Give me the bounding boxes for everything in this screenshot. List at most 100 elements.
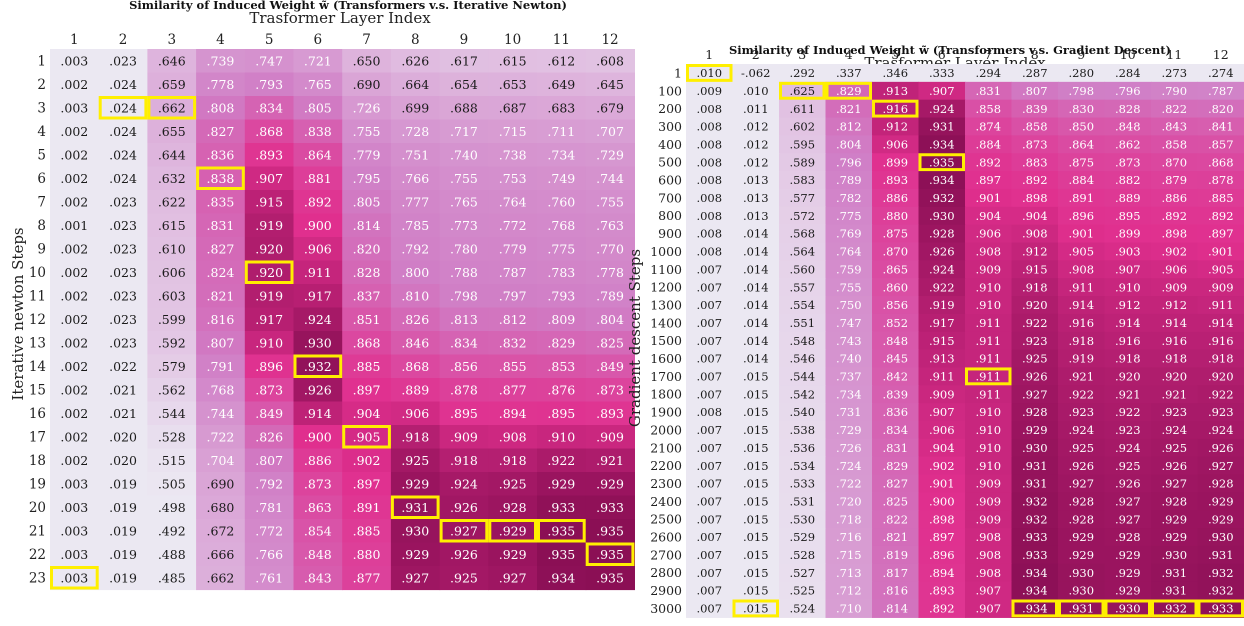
cell-value-label: .860 bbox=[882, 280, 908, 294]
x-tick-label: 2 bbox=[119, 32, 128, 48]
cell-value-label: .845 bbox=[882, 352, 908, 366]
cell-value-label: .583 bbox=[789, 173, 815, 187]
cell-value-label: .007 bbox=[696, 316, 722, 330]
cell-value-label: .024 bbox=[109, 124, 137, 139]
cell-value-label: .868 bbox=[401, 359, 429, 374]
cell-value-label: .816 bbox=[207, 312, 235, 327]
cell-value-label: .795 bbox=[353, 171, 381, 186]
cell-value-label: .813 bbox=[450, 312, 478, 327]
cell-value-label: .761 bbox=[255, 570, 283, 585]
cell-value-label: .015 bbox=[743, 387, 769, 401]
cell-value-label: .909 bbox=[975, 512, 1001, 526]
cell-value-label: .003 bbox=[60, 100, 88, 115]
cell-value-label: .910 bbox=[255, 335, 283, 350]
cell-value-label: .003 bbox=[60, 500, 88, 515]
cell-value-label: .007 bbox=[696, 352, 722, 366]
cell-value-label: .528 bbox=[789, 548, 815, 562]
cell-value-label: .892 bbox=[1161, 209, 1187, 223]
cell-value-label: .893 bbox=[255, 147, 283, 162]
cell-value-label: .821 bbox=[836, 102, 862, 116]
cell-value-label: .929 bbox=[1208, 494, 1234, 508]
cell-value-label: .023 bbox=[109, 218, 137, 233]
y-tick-label: 6 bbox=[37, 171, 46, 187]
y-tick-label: 1300 bbox=[650, 297, 682, 312]
cell-value-label: .826 bbox=[401, 312, 429, 327]
cell-value-label: .807 bbox=[255, 453, 283, 468]
cell-value-label: .916 bbox=[1208, 334, 1234, 348]
cell-value-label: .023 bbox=[109, 53, 137, 68]
cell-value-label: .910 bbox=[1115, 280, 1141, 294]
cell-value-label: .534 bbox=[789, 459, 815, 473]
cell-value-label: .922 bbox=[929, 280, 955, 294]
cell-value-label: .528 bbox=[158, 429, 186, 444]
cell-value-label: .797 bbox=[499, 288, 527, 303]
cell-value-label: .920 bbox=[255, 265, 283, 280]
cell-value-label: .751 bbox=[401, 147, 429, 162]
cell-value-label: .915 bbox=[929, 334, 955, 348]
cell-value-label: .738 bbox=[499, 147, 527, 162]
cell-value-label: .688 bbox=[450, 100, 478, 115]
cell-value-label: .023 bbox=[109, 288, 137, 303]
cell-value-label: .870 bbox=[882, 245, 908, 259]
cell-value-label: .827 bbox=[207, 241, 235, 256]
cell-value-label: .913 bbox=[929, 352, 955, 366]
cell-value-label: .724 bbox=[836, 459, 862, 473]
cell-value-label: .935 bbox=[596, 523, 624, 538]
cell-value-label: .740 bbox=[836, 352, 862, 366]
cell-value-label: .846 bbox=[401, 335, 429, 350]
cell-value-label: .337 bbox=[836, 66, 862, 80]
cell-value-label: .907 bbox=[255, 171, 283, 186]
x-tick-label: 11 bbox=[1166, 47, 1182, 62]
cell-value-label: .785 bbox=[401, 218, 429, 233]
cell-value-label: .918 bbox=[450, 453, 478, 468]
cell-value-label: .007 bbox=[696, 262, 722, 276]
y-tick-label: 16 bbox=[29, 406, 46, 422]
cell-value-label: .007 bbox=[696, 602, 722, 616]
cell-value-label: .933 bbox=[1208, 602, 1234, 616]
cell-value-label: .934 bbox=[929, 173, 955, 187]
cell-value-label: .868 bbox=[353, 335, 381, 350]
x-tick-label: 3 bbox=[167, 32, 176, 48]
cell-value-label: .911 bbox=[975, 316, 1001, 330]
cell-value-label: .916 bbox=[1161, 334, 1187, 348]
cell-value-label: .715 bbox=[836, 548, 862, 562]
y-tick-label: 2100 bbox=[650, 440, 682, 455]
cell-value-label: .933 bbox=[547, 500, 575, 515]
cell-value-label: .644 bbox=[158, 147, 186, 162]
cell-value-label: .770 bbox=[596, 241, 624, 256]
cell-value-label: .926 bbox=[1068, 459, 1094, 473]
cell-value-label: .909 bbox=[1208, 280, 1234, 294]
cell-value-label: .764 bbox=[499, 194, 527, 209]
x-tick-label: 8 bbox=[1031, 47, 1039, 62]
cell-value-label: .002 bbox=[60, 265, 88, 280]
cell-value-label: .932 bbox=[1161, 602, 1187, 616]
cell-value-label: .906 bbox=[304, 241, 332, 256]
cell-value-label: .603 bbox=[158, 288, 186, 303]
cell-value-label: .909 bbox=[929, 387, 955, 401]
cell-value-label: .931 bbox=[1022, 477, 1048, 491]
cell-value-label: .932 bbox=[304, 359, 332, 374]
cell-value-label: .929 bbox=[401, 476, 429, 491]
cell-value-label: .910 bbox=[975, 280, 1001, 294]
y-tick-label: 1 bbox=[37, 54, 46, 70]
cell-value-label: .893 bbox=[596, 406, 624, 421]
cell-value-label: .925 bbox=[450, 570, 478, 585]
cell-value-label: .877 bbox=[353, 570, 381, 585]
cell-value-label: .007 bbox=[696, 370, 722, 384]
cell-value-label: .524 bbox=[789, 602, 815, 616]
cell-value-label: .760 bbox=[547, 194, 575, 209]
cell-value-label: .492 bbox=[158, 523, 186, 538]
cell-value-label: .820 bbox=[353, 241, 381, 256]
cell-value-label: .002 bbox=[60, 171, 88, 186]
cell-value-label: .831 bbox=[882, 441, 908, 455]
cell-value-label: .912 bbox=[1022, 245, 1048, 259]
cell-value-label: .505 bbox=[158, 476, 186, 491]
cell-value-label: .836 bbox=[882, 405, 908, 419]
cell-value-label: .902 bbox=[929, 459, 955, 473]
x-tick-label: 2 bbox=[752, 47, 760, 62]
cell-value-label: .848 bbox=[882, 334, 908, 348]
cell-value-label: .812 bbox=[836, 120, 862, 134]
cell-value-label: .923 bbox=[1068, 405, 1094, 419]
cell-value-label: .873 bbox=[255, 382, 283, 397]
cell-value-label: .864 bbox=[304, 147, 332, 162]
